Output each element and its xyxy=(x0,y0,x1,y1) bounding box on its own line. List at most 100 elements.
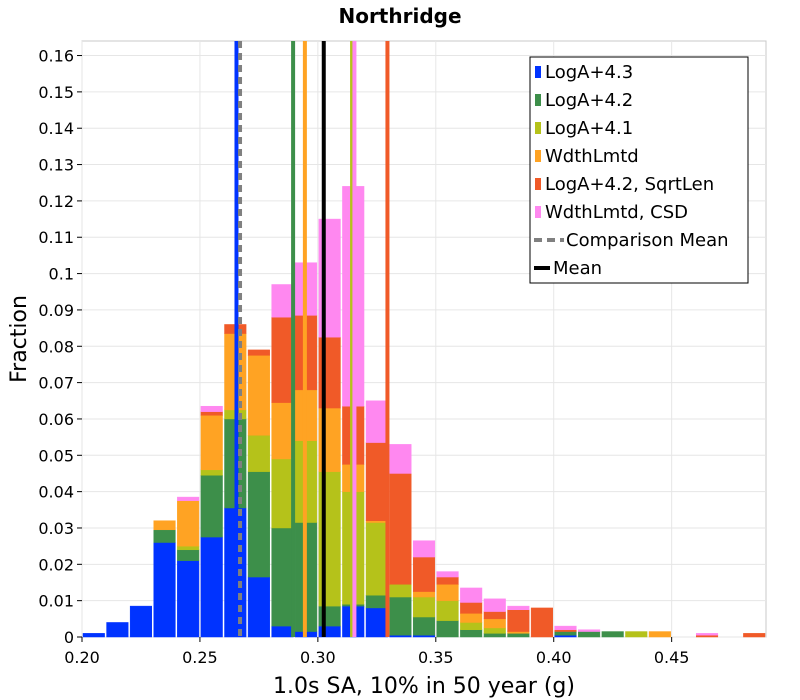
histogram-bar xyxy=(106,622,129,638)
histogram-bar xyxy=(389,444,412,474)
histogram-bar xyxy=(177,500,200,547)
histogram-bar xyxy=(578,631,601,638)
histogram-bar xyxy=(554,634,577,638)
x-tick-label: 0.20 xyxy=(64,648,100,667)
histogram-bar xyxy=(271,284,294,318)
legend-swatch xyxy=(535,150,541,162)
histogram-bar xyxy=(554,629,577,632)
chart-title: Northridge xyxy=(338,4,461,28)
histogram-bar xyxy=(153,520,176,531)
histogram-bar xyxy=(177,560,200,638)
y-tick-label: 0.12 xyxy=(38,192,74,211)
histogram-bar xyxy=(365,400,388,443)
mean-lines xyxy=(234,41,390,637)
histogram-bar xyxy=(153,529,176,543)
histogram-bar xyxy=(483,611,506,620)
y-tick-label: 0.07 xyxy=(38,374,74,393)
histogram-bar xyxy=(247,349,270,356)
histogram-bar xyxy=(507,609,530,632)
histogram-bar xyxy=(530,607,553,638)
legend-label: LogA+4.2, SqrtLen xyxy=(545,174,714,195)
histogram-bar xyxy=(601,631,624,638)
y-tick-label: 0.1 xyxy=(49,265,74,284)
histogram-bar xyxy=(365,522,388,596)
histogram-bar xyxy=(365,520,388,523)
legend-label: Mean xyxy=(553,258,602,279)
histogram-bar xyxy=(389,634,412,638)
y-tick-label: 0.04 xyxy=(38,483,74,502)
legend-swatch xyxy=(535,122,541,134)
x-tick-label: 0.45 xyxy=(654,648,690,667)
histogram-bar xyxy=(200,536,223,638)
y-tick-label: 0.06 xyxy=(38,410,74,429)
histogram-bar xyxy=(483,633,506,638)
y-tick-label: 0.02 xyxy=(38,555,74,574)
histogram-bar xyxy=(200,475,223,538)
histogram-bar xyxy=(648,631,671,638)
histogram-bar xyxy=(365,607,388,638)
histogram-bar xyxy=(389,596,412,636)
legend-label: WdthLmtd xyxy=(545,146,639,167)
histogram-bar xyxy=(271,527,294,627)
x-axis-title: 1.0s SA, 10% in 50 year (g) xyxy=(273,674,575,699)
histogram-bar xyxy=(247,435,270,472)
histogram-bar xyxy=(625,631,648,638)
histogram-bar xyxy=(271,625,294,638)
legend-label: LogA+4.1 xyxy=(545,118,633,139)
histogram-bar xyxy=(436,600,459,621)
histogram-bar xyxy=(483,618,506,629)
histogram-bar xyxy=(412,540,436,558)
legend-label: LogA+4.3 xyxy=(545,62,633,83)
histogram-bar xyxy=(460,613,483,623)
y-tick-label: 0.16 xyxy=(38,47,74,66)
histogram-bar xyxy=(271,316,294,403)
histogram-bar xyxy=(365,594,388,609)
y-tick-label: 0.11 xyxy=(38,228,74,247)
histogram-bar xyxy=(507,631,530,634)
histogram-bar xyxy=(412,634,436,638)
legend-label: LogA+4.2 xyxy=(545,90,633,111)
histogram-bar xyxy=(200,415,223,471)
y-tick-label: 0.14 xyxy=(38,119,74,138)
histogram-bar xyxy=(389,584,412,598)
histogram-bar xyxy=(389,473,412,585)
histogram-bar xyxy=(365,442,388,521)
histogram-bar xyxy=(200,405,223,412)
legend-swatch xyxy=(535,206,541,218)
histogram-bar xyxy=(436,620,459,638)
legend-swatch xyxy=(535,94,541,106)
histogram-bar xyxy=(507,605,530,610)
histogram-bar xyxy=(460,629,483,638)
histogram-bar xyxy=(483,598,506,612)
histogram-bar xyxy=(743,633,766,638)
histogram-bar xyxy=(412,596,436,618)
histogram-bar xyxy=(247,471,270,578)
legend-swatch xyxy=(535,66,541,78)
x-tick-label: 0.35 xyxy=(418,648,454,667)
y-tick-label: 0.15 xyxy=(38,83,74,102)
histogram-bar xyxy=(412,616,436,636)
x-tick-label: 0.30 xyxy=(300,648,336,667)
histogram-bar xyxy=(436,584,459,601)
histogram-bar xyxy=(200,469,223,476)
histogram-bar xyxy=(578,629,601,632)
x-axis-ticks: 0.20 0.25 0.30 0.35 0.40 0.45 xyxy=(64,637,689,667)
y-tick-label: 0.05 xyxy=(38,446,74,465)
y-tick-label: 0.09 xyxy=(38,301,74,320)
histogram-bar xyxy=(177,496,200,501)
legend-label: Comparison Mean xyxy=(566,230,729,251)
x-tick-label: 0.25 xyxy=(182,648,218,667)
legend-box xyxy=(529,56,749,284)
x-tick-label: 0.40 xyxy=(536,648,572,667)
histogram-bar xyxy=(200,411,223,416)
y-tick-label: 0.08 xyxy=(38,337,74,356)
histogram-bar xyxy=(177,549,200,561)
histogram-bar xyxy=(460,602,483,614)
y-axis-title: Fraction xyxy=(7,295,32,383)
histogram-bar xyxy=(247,576,270,638)
histogram-bar xyxy=(460,587,483,603)
y-tick-label: 0.13 xyxy=(38,156,74,175)
histogram-bar xyxy=(695,633,719,636)
histogram-bar xyxy=(507,633,530,638)
